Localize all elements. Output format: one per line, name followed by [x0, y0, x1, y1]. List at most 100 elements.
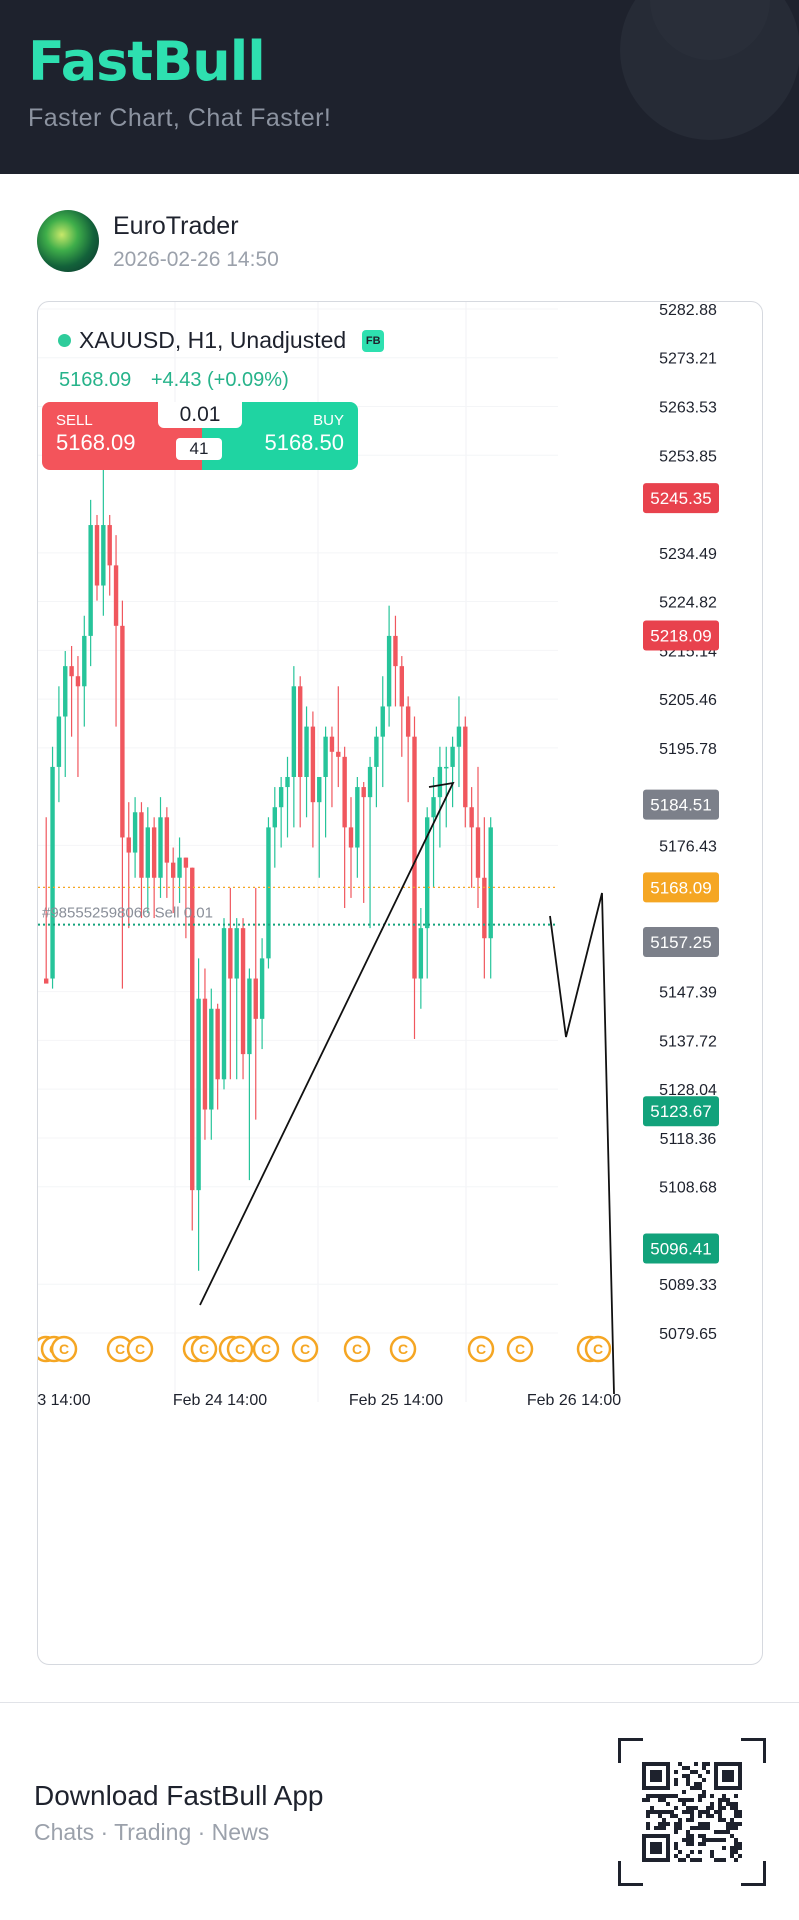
- username[interactable]: EuroTrader: [113, 212, 239, 240]
- candle-body: [63, 666, 68, 717]
- candle-body: [488, 827, 493, 939]
- qr-module: [650, 1794, 654, 1798]
- qr-module: [686, 1854, 690, 1858]
- candle-body: [272, 807, 277, 828]
- qr-module: [694, 1782, 698, 1786]
- avatar[interactable]: [37, 210, 99, 272]
- qr-module: [670, 1810, 674, 1814]
- qr-module: [706, 1770, 710, 1774]
- qr-module: [722, 1830, 726, 1834]
- qr-module: [674, 1778, 678, 1782]
- candle-body: [323, 736, 328, 777]
- y-axis-tick-label: 5147.39: [659, 985, 717, 1002]
- price-tag: [643, 789, 719, 820]
- qr-finder: [722, 1770, 734, 1782]
- qr-module: [730, 1802, 734, 1806]
- qr-module: [682, 1810, 686, 1814]
- event-marker-label: C: [59, 1341, 69, 1357]
- buy-label: BUY: [313, 412, 344, 429]
- candle-body: [425, 817, 430, 929]
- post-timestamp: 2026-02-26 14:50: [113, 248, 279, 271]
- qr-module: [654, 1794, 658, 1798]
- candle-body: [450, 746, 455, 767]
- qr-module: [698, 1826, 702, 1830]
- y-axis-tick-label: 5137.72: [659, 1033, 717, 1050]
- qr-module: [658, 1794, 662, 1798]
- qr-module: [670, 1814, 674, 1818]
- lot-size-input[interactable]: 0.01: [158, 402, 242, 428]
- price-tag-label: 5123.67: [650, 1102, 711, 1121]
- qr-module: [690, 1810, 694, 1814]
- event-marker-label: C: [135, 1341, 145, 1357]
- section-divider: [0, 1702, 799, 1703]
- qr-module: [730, 1822, 734, 1826]
- event-marker-label: C: [235, 1341, 245, 1357]
- qr-module: [654, 1810, 658, 1814]
- qr-module: [662, 1818, 666, 1822]
- chart-card[interactable]: 5282.88 5273.21 5263.53 5253.85 5234.49 5224.…: [37, 301, 763, 1665]
- last-price: 5168.09: [59, 369, 132, 391]
- y-axis-tick-label: 5079.65: [659, 1326, 717, 1343]
- candle-body: [463, 726, 468, 808]
- event-marker-icon: [291, 1335, 319, 1363]
- qr-module: [710, 1850, 714, 1854]
- candle-body: [291, 686, 297, 777]
- qr-module: [678, 1858, 682, 1862]
- qr-module: [730, 1846, 734, 1850]
- qr-module: [674, 1806, 678, 1810]
- qr-module: [678, 1762, 682, 1766]
- buy-button[interactable]: BUY 5168.50: [202, 402, 358, 470]
- candle-body: [145, 827, 150, 878]
- qr-module: [690, 1826, 694, 1830]
- candle-body: [405, 706, 411, 737]
- qr-module: [722, 1818, 726, 1822]
- buy-price: 5168.50: [264, 430, 344, 455]
- qr-module: [678, 1822, 682, 1826]
- qr-module: [690, 1858, 694, 1862]
- qr-module: [722, 1798, 726, 1802]
- qr-module: [706, 1822, 710, 1826]
- qr-module: [718, 1814, 722, 1818]
- qr-module: [730, 1850, 734, 1854]
- candle-body: [367, 766, 373, 798]
- price-tag: [643, 620, 719, 651]
- y-axis-tick-label: 5128.04: [659, 1082, 717, 1099]
- qr-module: [690, 1798, 694, 1802]
- price-tag-label: 5157.25: [650, 933, 711, 952]
- y-axis-tick-label: 5224.82: [659, 595, 717, 612]
- price-tag: [643, 872, 719, 903]
- qr-module: [718, 1798, 722, 1802]
- qr-module: [734, 1806, 738, 1810]
- y-axis-tick-label: 5195.78: [659, 741, 717, 758]
- qr-module: [718, 1802, 722, 1806]
- candle-body: [348, 827, 354, 848]
- qr-module: [710, 1802, 714, 1806]
- qr-module: [690, 1818, 694, 1822]
- qr-code[interactable]: [618, 1738, 766, 1886]
- qr-module: [662, 1810, 666, 1814]
- event-marker-label: C: [352, 1341, 362, 1357]
- qr-module: [698, 1850, 702, 1854]
- candle-body: [196, 998, 201, 1191]
- qr-module: [658, 1814, 662, 1818]
- price-change-row: 5168.09 +4.43 (+0.09%): [59, 369, 303, 392]
- qr-module: [702, 1834, 706, 1838]
- qr-module: [646, 1798, 650, 1802]
- event-marker-label: C: [593, 1341, 603, 1357]
- qr-module: [722, 1858, 726, 1862]
- qr-module: [686, 1838, 690, 1842]
- candle-body: [94, 525, 100, 586]
- qr-module: [734, 1802, 738, 1806]
- event-marker-label: C: [199, 1341, 209, 1357]
- candle-body: [126, 837, 131, 853]
- symbol-header: XAUUSD, H1, Unadjusted FB: [58, 327, 385, 354]
- candlestick-chart[interactable]: 5282.88 5273.21 5263.53 5253.85 5234.49 5224.…: [38, 302, 762, 1664]
- candle-body: [202, 998, 208, 1110]
- qr-module: [706, 1814, 710, 1818]
- download-title[interactable]: Download FastBull App: [34, 1780, 324, 1811]
- price-tag-label: 5168.09: [650, 878, 711, 897]
- qr-module: [674, 1770, 678, 1774]
- qr-module: [734, 1842, 738, 1846]
- trade-panel: SELL 5168.09 BUY 5168.50 0.01 41: [42, 402, 358, 470]
- qr-module: [702, 1822, 706, 1826]
